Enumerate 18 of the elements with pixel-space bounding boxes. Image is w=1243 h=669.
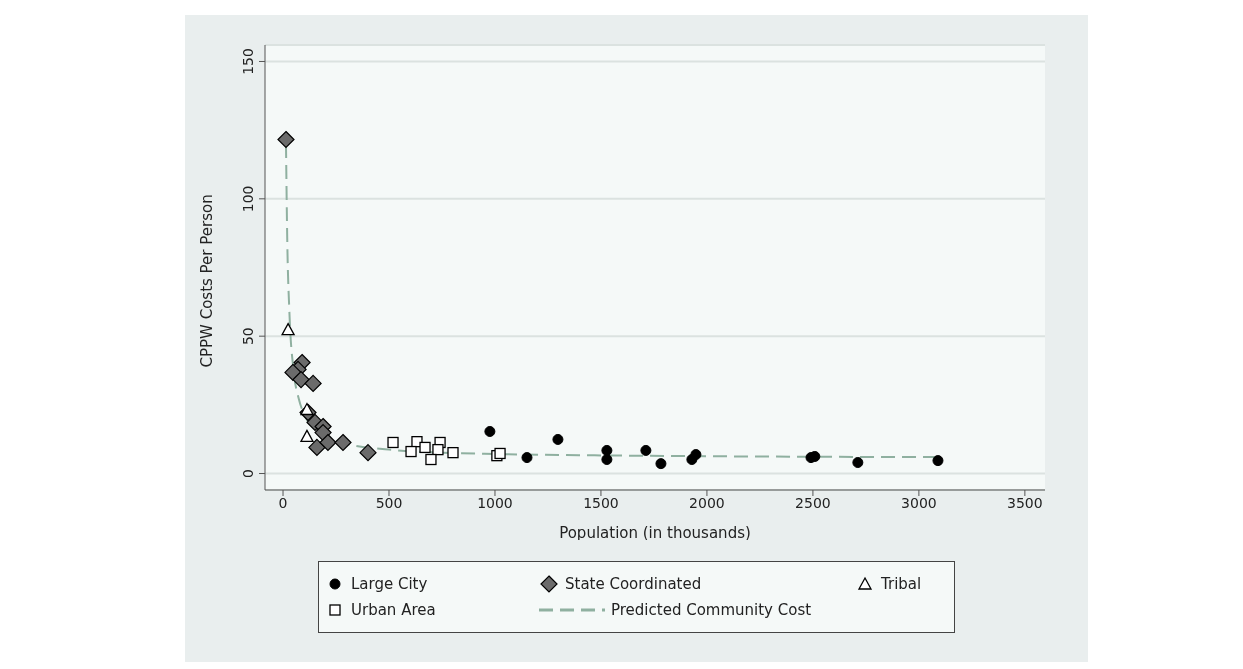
y-axis-title: CPPW Costs Per Person	[198, 194, 217, 368]
y-tick-label: 100	[240, 185, 256, 213]
x-tick-label: 2500	[795, 494, 831, 511]
y-tick-label: 150	[240, 48, 256, 75]
x-tick-label: 0	[278, 494, 288, 511]
legend-label: Tribal	[881, 575, 922, 593]
x-tick-label: 2000	[689, 494, 725, 511]
x-tick-label: 3500	[1007, 494, 1043, 511]
legend-label: Urban Area	[351, 601, 436, 619]
legend-label: State Coordinated	[565, 575, 702, 593]
x-tick-label: 3000	[901, 494, 937, 511]
legend-label: Predicted Community Cost	[611, 601, 812, 619]
y-tick-label: 0	[240, 469, 256, 478]
x-tick-label: 1000	[477, 494, 513, 511]
legend-label: Large City	[351, 575, 428, 593]
y-tick-label: 50	[240, 327, 256, 346]
x-tick-label: 500	[375, 494, 403, 511]
x-tick-label: 1500	[583, 494, 619, 511]
